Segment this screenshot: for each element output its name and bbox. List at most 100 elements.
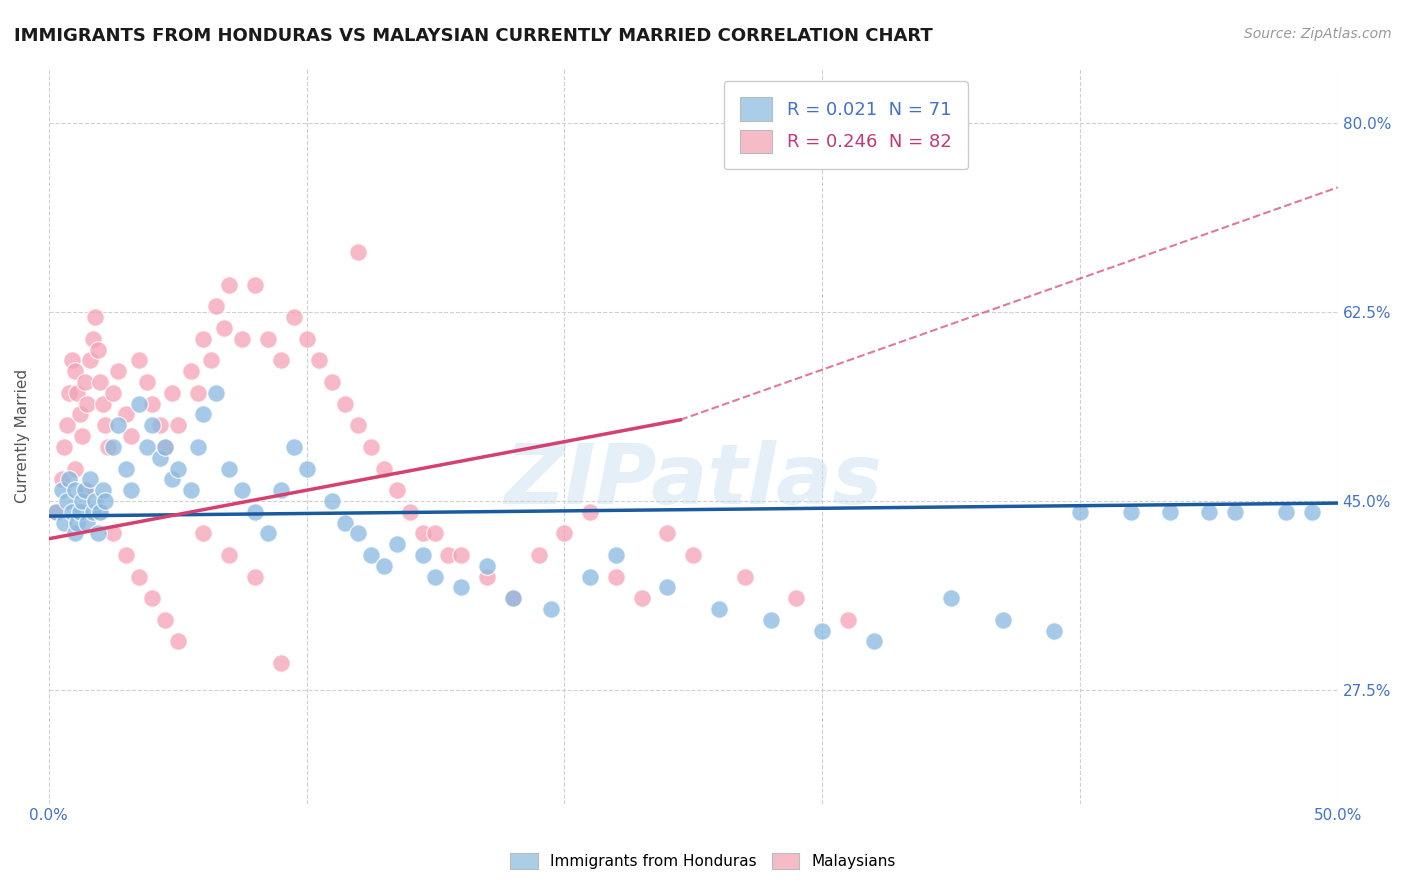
Point bbox=[141, 591, 163, 606]
Point bbox=[540, 602, 562, 616]
Point bbox=[60, 353, 83, 368]
Point bbox=[60, 505, 83, 519]
Point bbox=[66, 516, 89, 530]
Point bbox=[1198, 505, 1220, 519]
Point bbox=[373, 558, 395, 573]
Point bbox=[347, 526, 370, 541]
Point bbox=[187, 385, 209, 400]
Point bbox=[360, 548, 382, 562]
Point bbox=[166, 461, 188, 475]
Point bbox=[243, 569, 266, 583]
Point bbox=[412, 526, 434, 541]
Point bbox=[89, 505, 111, 519]
Point bbox=[63, 526, 86, 541]
Point bbox=[91, 397, 114, 411]
Point bbox=[398, 505, 420, 519]
Point bbox=[218, 548, 240, 562]
Point bbox=[257, 526, 280, 541]
Point bbox=[450, 548, 472, 562]
Point bbox=[53, 440, 76, 454]
Point bbox=[58, 385, 80, 400]
Point bbox=[283, 310, 305, 325]
Point bbox=[162, 472, 184, 486]
Point bbox=[135, 440, 157, 454]
Point bbox=[56, 418, 79, 433]
Point bbox=[76, 516, 98, 530]
Point bbox=[63, 461, 86, 475]
Point bbox=[120, 429, 142, 443]
Point bbox=[212, 321, 235, 335]
Point bbox=[69, 505, 91, 519]
Text: IMMIGRANTS FROM HONDURAS VS MALAYSIAN CURRENTLY MARRIED CORRELATION CHART: IMMIGRANTS FROM HONDURAS VS MALAYSIAN CU… bbox=[14, 27, 932, 45]
Point bbox=[87, 526, 110, 541]
Point bbox=[115, 408, 138, 422]
Point bbox=[321, 494, 343, 508]
Point bbox=[385, 483, 408, 497]
Point bbox=[73, 375, 96, 389]
Point bbox=[707, 602, 730, 616]
Point bbox=[991, 613, 1014, 627]
Point bbox=[66, 385, 89, 400]
Point bbox=[149, 418, 172, 433]
Point bbox=[205, 385, 228, 400]
Point bbox=[89, 505, 111, 519]
Point bbox=[553, 526, 575, 541]
Point bbox=[180, 483, 202, 497]
Point bbox=[51, 472, 73, 486]
Point bbox=[270, 353, 292, 368]
Point bbox=[218, 277, 240, 292]
Point bbox=[103, 526, 125, 541]
Point bbox=[87, 343, 110, 357]
Point bbox=[682, 548, 704, 562]
Point bbox=[79, 472, 101, 486]
Point bbox=[335, 516, 357, 530]
Point bbox=[103, 440, 125, 454]
Point bbox=[73, 483, 96, 497]
Point bbox=[76, 397, 98, 411]
Point bbox=[79, 353, 101, 368]
Point bbox=[1121, 505, 1143, 519]
Point bbox=[630, 591, 652, 606]
Point bbox=[187, 440, 209, 454]
Point bbox=[153, 613, 176, 627]
Point bbox=[200, 353, 222, 368]
Point bbox=[308, 353, 330, 368]
Point bbox=[141, 397, 163, 411]
Text: ZIPatlas: ZIPatlas bbox=[505, 440, 882, 521]
Point bbox=[605, 548, 627, 562]
Text: Source: ZipAtlas.com: Source: ZipAtlas.com bbox=[1244, 27, 1392, 41]
Point bbox=[193, 408, 215, 422]
Point bbox=[84, 310, 107, 325]
Point bbox=[1159, 505, 1181, 519]
Point bbox=[141, 418, 163, 433]
Point bbox=[107, 418, 129, 433]
Point bbox=[153, 440, 176, 454]
Point bbox=[243, 277, 266, 292]
Point bbox=[502, 591, 524, 606]
Point bbox=[605, 569, 627, 583]
Point bbox=[45, 505, 67, 519]
Point bbox=[385, 537, 408, 551]
Point bbox=[1043, 624, 1066, 638]
Point bbox=[166, 634, 188, 648]
Point bbox=[579, 505, 602, 519]
Point bbox=[475, 569, 498, 583]
Point bbox=[72, 494, 94, 508]
Legend: R = 0.021  N = 71, R = 0.246  N = 82: R = 0.021 N = 71, R = 0.246 N = 82 bbox=[724, 81, 967, 169]
Point bbox=[84, 494, 107, 508]
Y-axis label: Currently Married: Currently Married bbox=[15, 369, 30, 503]
Point bbox=[373, 461, 395, 475]
Point bbox=[135, 375, 157, 389]
Point bbox=[734, 569, 756, 583]
Point bbox=[76, 483, 98, 497]
Point bbox=[89, 375, 111, 389]
Point bbox=[69, 408, 91, 422]
Point bbox=[1223, 505, 1246, 519]
Point bbox=[63, 364, 86, 378]
Point bbox=[425, 569, 447, 583]
Point bbox=[120, 483, 142, 497]
Point bbox=[193, 332, 215, 346]
Point bbox=[1069, 505, 1091, 519]
Point bbox=[149, 450, 172, 465]
Point bbox=[193, 526, 215, 541]
